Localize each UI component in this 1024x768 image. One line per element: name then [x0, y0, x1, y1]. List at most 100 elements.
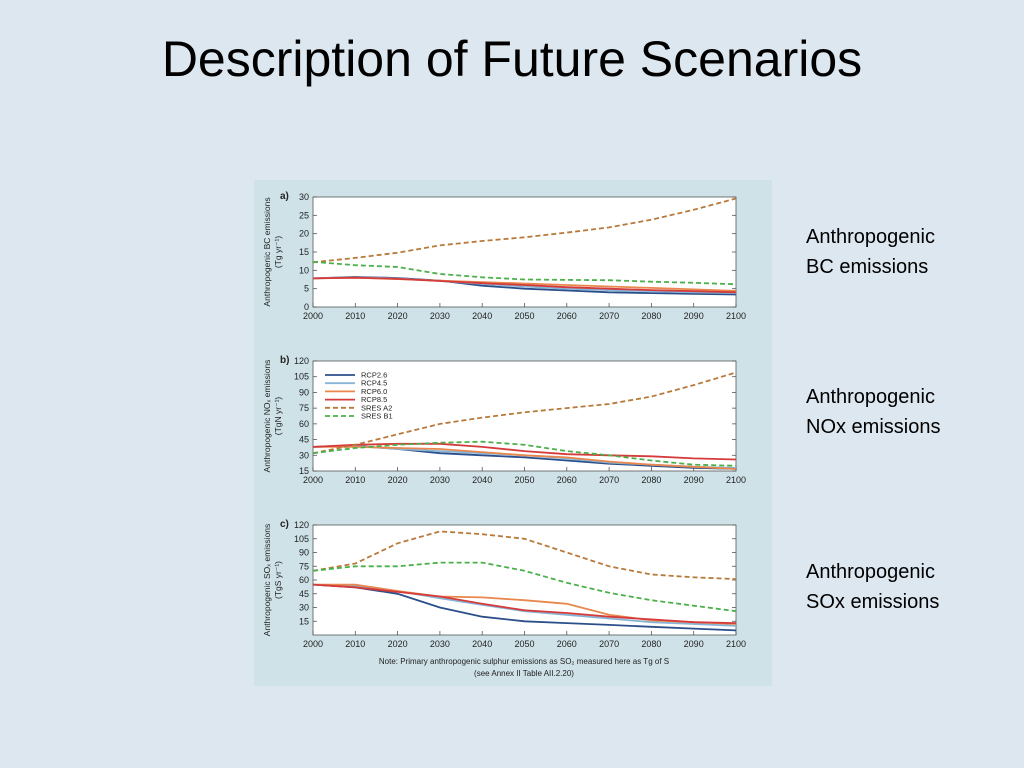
x-tick-label: 2000 [303, 475, 323, 485]
y-tick-label: 15 [299, 247, 309, 257]
x-tick-label: 2100 [726, 639, 746, 649]
legend-entry: RCP2.6 [361, 371, 387, 380]
y-tick-label: 15 [299, 616, 309, 626]
x-tick-label: 2080 [641, 311, 661, 321]
panel-label: a) [280, 191, 289, 202]
y-axis-unit: (TgS yr⁻¹) [273, 561, 283, 599]
series-line-sres-b1 [313, 561, 736, 613]
y-axis-unit: (TgN yr⁻¹) [273, 397, 283, 436]
y-axis-label: Anthropogenic BC emissions [262, 197, 272, 306]
side-label-sox-line1: Anthropogenic [806, 561, 935, 583]
legend-entry: RCP6.0 [361, 387, 387, 396]
series-line-sres-a2 [313, 371, 736, 455]
chart-panel-2: b) 15 30 45 60 75 90 105 120 2000 2010 2020 2030 2040… [262, 355, 746, 485]
legend-entry: RCP8.5 [361, 395, 387, 404]
series-line-rcp8-5 [313, 583, 736, 624]
y-tick-label: 75 [299, 561, 309, 571]
x-tick-label: 2090 [684, 311, 704, 321]
x-tick-label: 2080 [641, 639, 661, 649]
y-tick-label: 105 [294, 534, 309, 544]
side-label-bc-line1: Anthropogenic [806, 226, 935, 248]
x-tick-label: 2070 [599, 475, 619, 485]
x-tick-label: 2030 [430, 311, 450, 321]
side-label-sox-line2: SOx emissions [806, 591, 940, 613]
x-tick-label: 2040 [472, 475, 492, 485]
x-tick-label: 2100 [726, 475, 746, 485]
y-tick-label: 60 [299, 575, 309, 585]
emissions-charts: a) 0 5 10 15 20 25 30 2000 2010 2020 2030 2040 2050 20… [262, 191, 746, 678]
x-tick-label: 2070 [599, 639, 619, 649]
x-tick-label: 2090 [684, 639, 704, 649]
panel-label: c) [280, 519, 289, 530]
side-label-nox-line2: NOx emissions [806, 416, 941, 438]
y-tick-label: 60 [299, 419, 309, 429]
y-tick-label: 90 [299, 387, 309, 397]
x-tick-label: 2070 [599, 311, 619, 321]
x-tick-label: 2040 [472, 639, 492, 649]
x-tick-label: 2010 [345, 475, 365, 485]
x-tick-label: 2020 [388, 639, 408, 649]
series-line-sres-b1 [313, 261, 736, 286]
chart-note: Note: Primary anthropogenic sulphur emis… [379, 657, 669, 666]
x-tick-label: 2090 [684, 475, 704, 485]
legend-entry: SRES B1 [361, 412, 393, 421]
x-tick-label: 2040 [472, 311, 492, 321]
legend-entry: SRES A2 [361, 403, 392, 412]
side-label-bc-line2: BC emissions [806, 256, 929, 278]
y-tick-label: 30 [299, 192, 309, 202]
y-tick-label: 105 [294, 372, 309, 382]
y-tick-label: 25 [299, 210, 309, 220]
x-tick-label: 2020 [388, 311, 408, 321]
emissions-figure: a) 0 5 10 15 20 25 30 2000 2010 2020 2030 2040 2050 20… [254, 180, 772, 686]
side-label-bc: Anthropogenic BC emissions [806, 222, 935, 282]
plot-area [312, 524, 737, 636]
series-line-sres-a2 [313, 197, 736, 264]
x-tick-label: 2060 [557, 311, 577, 321]
chart-panel-1: a) 0 5 10 15 20 25 30 2000 2010 2020 2030 2040 2050 20… [262, 191, 746, 321]
x-tick-label: 2100 [726, 311, 746, 321]
side-label-nox-line1: Anthropogenic [806, 386, 935, 408]
y-tick-label: 45 [299, 435, 309, 445]
chart-note-ref: (see Annex II Table AII.2.20) [474, 669, 574, 678]
x-tick-label: 2050 [514, 311, 534, 321]
panel-label: b) [280, 355, 289, 366]
x-tick-label: 2000 [303, 639, 323, 649]
x-tick-label: 2030 [430, 475, 450, 485]
y-tick-label: 75 [299, 403, 309, 413]
x-tick-label: 2000 [303, 311, 323, 321]
x-tick-label: 2060 [557, 639, 577, 649]
series-line-rcp8-5 [313, 442, 736, 461]
series-line-sres-a2 [313, 530, 736, 580]
side-label-sox: Anthropogenic SOx emissions [806, 557, 939, 617]
legend-entry: RCP4.5 [361, 379, 387, 388]
x-tick-label: 2030 [430, 639, 450, 649]
x-tick-label: 2050 [514, 475, 534, 485]
y-tick-label: 90 [299, 548, 309, 558]
y-tick-label: 10 [299, 265, 309, 275]
x-tick-label: 2010 [345, 311, 365, 321]
y-axis-label: Anthropogenic NOₓ emissions [262, 360, 272, 473]
y-axis-unit: (Tg yr⁻¹) [273, 236, 283, 269]
x-tick-label: 2020 [388, 475, 408, 485]
slide-title: Description of Future Scenarios [161, 31, 863, 87]
x-tick-label: 2060 [557, 475, 577, 485]
series-line-sres-b1 [313, 440, 736, 467]
y-tick-label: 120 [294, 356, 309, 366]
side-label-nox: Anthropogenic NOx emissions [806, 382, 940, 442]
y-tick-label: 15 [299, 466, 309, 476]
y-tick-label: 30 [299, 603, 309, 613]
y-tick-label: 120 [294, 520, 309, 530]
chart-panel-3: c) 15 30 45 60 75 90 105 120 2000 2010 2020 2030 2040… [262, 519, 746, 678]
y-tick-label: 45 [299, 589, 309, 599]
series-line-rcp8-5 [313, 276, 736, 294]
series-line-rcp6-0 [313, 445, 736, 470]
y-axis-label: Anthropogenic SOₓ emissions [262, 524, 272, 636]
y-tick-label: 20 [299, 229, 309, 239]
y-tick-label: 0 [304, 302, 309, 312]
series-line-rcp2-6 [313, 583, 736, 632]
y-tick-label: 30 [299, 450, 309, 460]
y-tick-label: 5 [304, 284, 309, 294]
x-tick-label: 2080 [641, 475, 661, 485]
x-tick-label: 2010 [345, 639, 365, 649]
